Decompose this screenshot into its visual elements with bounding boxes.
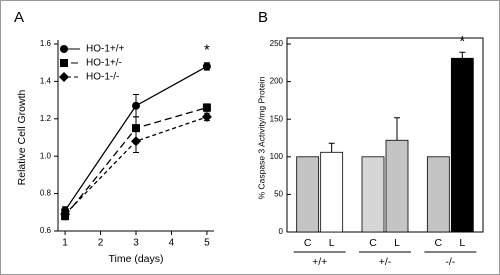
legend-marker [60, 59, 68, 67]
x-tick-label: 2 [98, 238, 104, 249]
x-tick-label: C [369, 237, 377, 249]
y-tick-label: 1.4 [40, 77, 52, 86]
panel-label: A [14, 9, 24, 26]
x-tick-label: L [394, 237, 400, 249]
y-tick-label: 0.6 [40, 226, 52, 235]
legend-marker [60, 45, 68, 53]
x-axis-label: Time (days) [108, 253, 163, 265]
y-tick-label: 250 [270, 39, 284, 48]
bar [385, 139, 409, 233]
group-label: +/+ [312, 256, 327, 268]
x-tick-label: L [459, 237, 465, 249]
y-tick-label: 1.2 [40, 114, 52, 123]
y-axis-label: % Caspase 3 Activity/mg Protein [256, 76, 266, 199]
point [131, 136, 141, 147]
y-tick-label: 1.0 [40, 151, 52, 160]
y-tick-label: 150 [270, 114, 284, 123]
y-axis-label: Relative Cell Growth [16, 89, 28, 185]
group-label: -/- [445, 256, 455, 268]
annotation: * [459, 33, 465, 50]
legend-marker [59, 72, 69, 82]
x-tick-label: L [329, 237, 335, 249]
error-bar [459, 51, 466, 59]
point [201, 111, 212, 122]
error-bar [394, 117, 400, 141]
bar [450, 57, 474, 233]
x-tick-label: C [435, 237, 443, 249]
point [202, 103, 211, 112]
y-tick-label: 200 [270, 77, 284, 86]
plot-frame [286, 37, 484, 233]
x-tick-label: C [304, 237, 312, 249]
y-tick-label: 1.6 [40, 39, 52, 48]
point [132, 124, 140, 133]
error-bar [328, 142, 335, 153]
y-tick-label: 50 [274, 190, 283, 199]
y-tick-label: 0.8 [40, 189, 52, 198]
x-tick-label: 3 [133, 238, 139, 249]
bar [320, 151, 344, 233]
annotation: * [204, 42, 210, 59]
point [60, 209, 71, 220]
group-label: +/- [379, 256, 392, 268]
bar [426, 156, 450, 233]
x-tick-label: 1 [62, 238, 68, 249]
legend-label: HO-1-/- [86, 72, 119, 83]
point [132, 101, 140, 110]
x-tick-label: 5 [204, 238, 210, 249]
y-tick-label: 100 [270, 152, 284, 161]
legend-label: HO-1+/+ [86, 44, 125, 55]
y-tick-label: 0 [279, 227, 284, 236]
bar [296, 156, 320, 233]
panel-label: B [258, 9, 268, 26]
legend-label: HO-1+/- [86, 58, 122, 69]
point [202, 62, 211, 71]
bar [361, 156, 385, 233]
x-tick-label: 4 [169, 238, 175, 249]
